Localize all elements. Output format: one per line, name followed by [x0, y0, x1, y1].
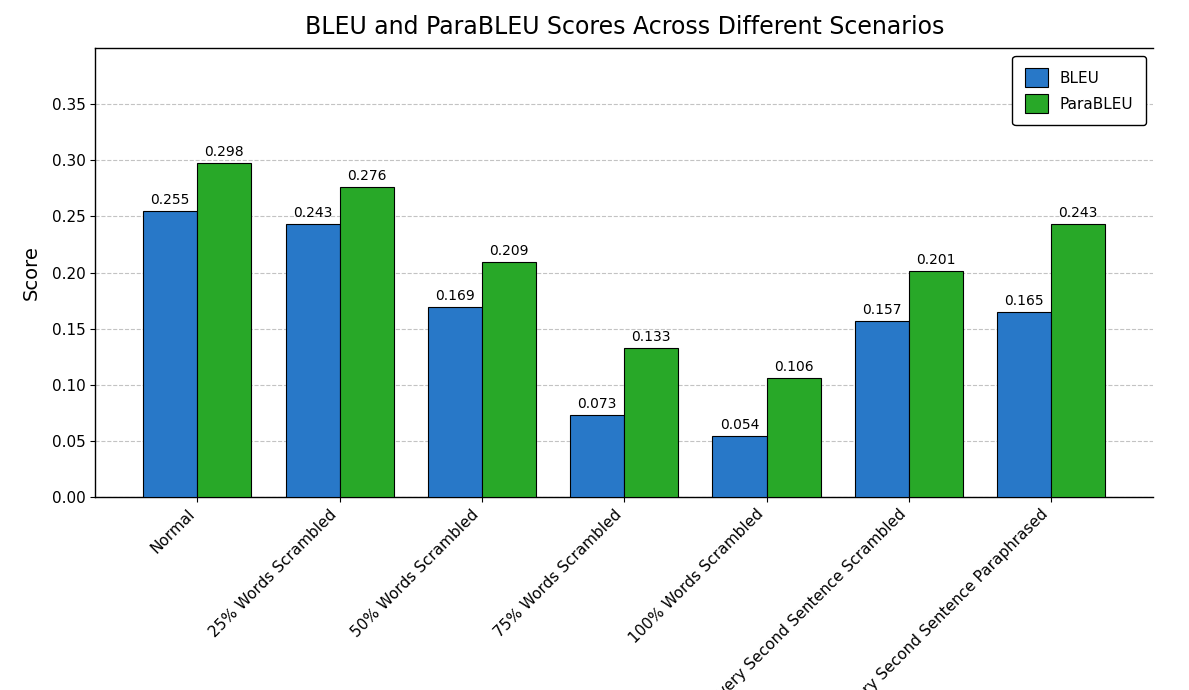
Y-axis label: Score: Score — [21, 245, 40, 300]
Text: 0.298: 0.298 — [205, 144, 244, 159]
Bar — [428, 307, 482, 497]
Legend: BLEU, ParaBLEU: BLEU, ParaBLEU — [1013, 56, 1146, 126]
Bar — [285, 224, 340, 497]
Text: 0.133: 0.133 — [631, 330, 671, 344]
Bar — [712, 436, 767, 497]
Text: 0.276: 0.276 — [347, 169, 386, 183]
Bar — [998, 312, 1051, 497]
Bar — [624, 348, 678, 497]
Bar — [143, 211, 197, 497]
Bar — [482, 262, 536, 497]
Text: 0.243: 0.243 — [1058, 206, 1097, 220]
Bar — [340, 187, 394, 497]
Text: 0.255: 0.255 — [151, 193, 190, 207]
Title: BLEU and ParaBLEU Scores Across Different Scenarios: BLEU and ParaBLEU Scores Across Differen… — [304, 15, 944, 39]
Text: 0.165: 0.165 — [1005, 294, 1044, 308]
Text: 0.106: 0.106 — [774, 359, 813, 374]
Text: 0.054: 0.054 — [719, 418, 760, 432]
Bar — [1051, 224, 1106, 497]
Text: 0.169: 0.169 — [435, 289, 474, 303]
Bar — [197, 163, 251, 497]
Bar — [767, 378, 820, 497]
Text: 0.157: 0.157 — [862, 303, 901, 317]
Text: 0.201: 0.201 — [917, 253, 956, 267]
Text: 0.073: 0.073 — [578, 397, 617, 411]
Bar — [908, 271, 963, 497]
Text: 0.243: 0.243 — [292, 206, 332, 220]
Bar — [571, 415, 624, 497]
Bar — [855, 321, 908, 497]
Text: 0.209: 0.209 — [489, 244, 529, 258]
